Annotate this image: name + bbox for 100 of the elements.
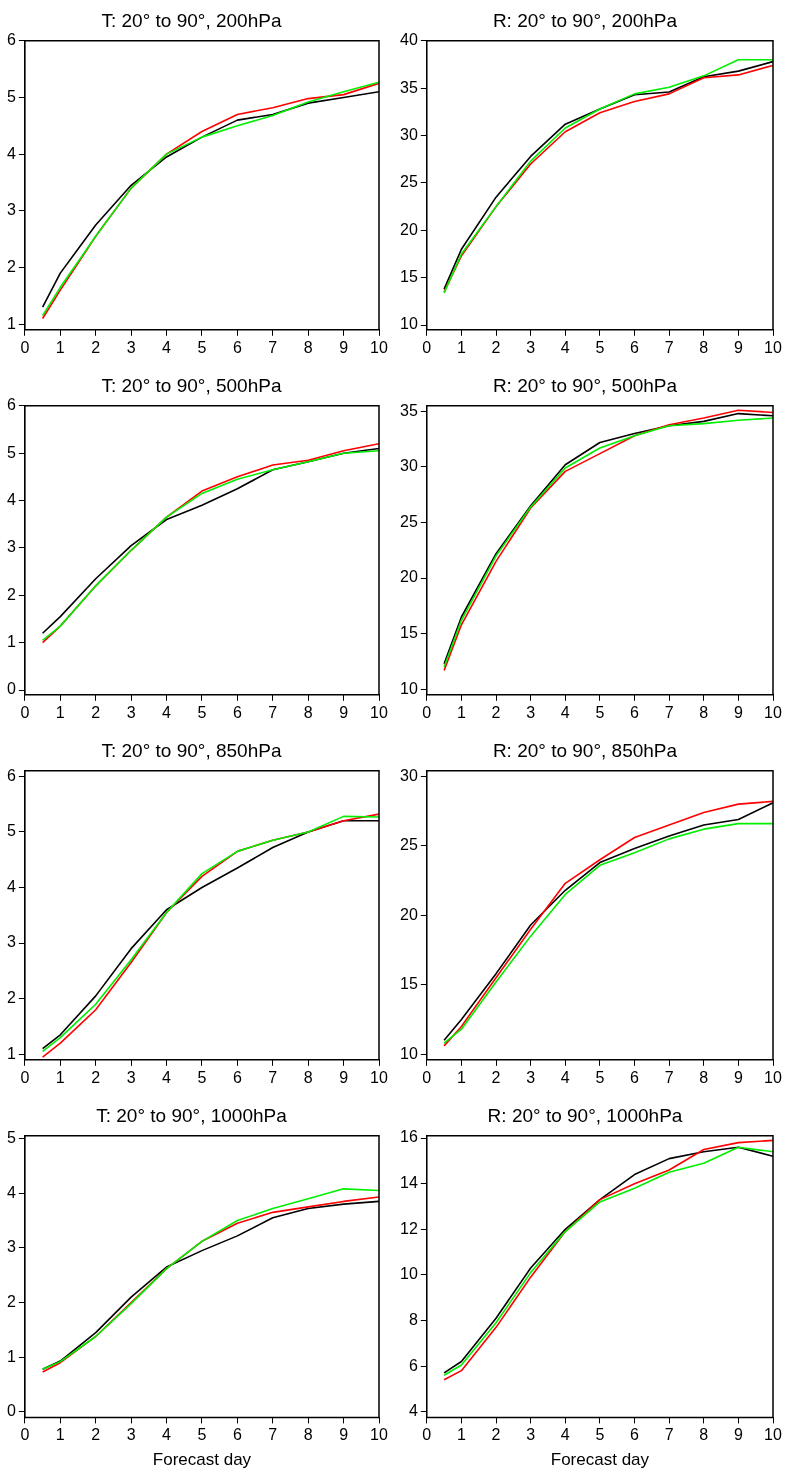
- x-tick-label: 9: [339, 1068, 349, 1086]
- x-tick-label: 8: [699, 1068, 709, 1086]
- chart-title: R: 20° to 90°, 200hPa: [492, 9, 678, 31]
- y-tick-label: 10: [400, 679, 418, 697]
- chart-title: R: 20° to 90°, 1000hPa: [487, 1104, 683, 1126]
- y-tick-label: 10: [400, 315, 418, 333]
- y-tick-label: 10: [400, 1265, 418, 1283]
- y-tick-label: 5: [6, 443, 16, 461]
- y-tick-label: 35: [400, 401, 418, 419]
- chart-title: T: 20° to 90°, 500hPa: [101, 374, 282, 396]
- y-tick-label: 4: [408, 1402, 418, 1420]
- x-tick-label: 1: [55, 338, 65, 356]
- x-tick-label: 0: [20, 1068, 30, 1086]
- x-tick-label: 4: [560, 1068, 570, 1086]
- chart-title: R: 20° to 90°, 850hPa: [492, 739, 678, 761]
- x-tick-label: 1: [456, 1068, 466, 1086]
- x-tick-label: 8: [699, 338, 709, 356]
- x-tick-label: 3: [126, 703, 136, 721]
- x-tick-label: 5: [197, 338, 207, 356]
- y-tick-label: 6: [6, 766, 16, 784]
- x-tick-label: 8: [303, 1426, 313, 1444]
- x-tick-label: 4: [560, 703, 570, 721]
- x-tick-label: 3: [126, 1426, 136, 1444]
- x-tick-label: 9: [733, 338, 743, 356]
- chart-title: T: 20° to 90°, 850hPa: [101, 739, 282, 761]
- y-tick-label: 25: [400, 836, 418, 854]
- x-tick-label: 6: [630, 703, 640, 721]
- y-tick-label: 6: [408, 1356, 418, 1374]
- x-tick-label: 10: [764, 1068, 782, 1086]
- x-tick-label: 6: [232, 1426, 242, 1444]
- y-tick-label: 3: [6, 538, 16, 556]
- y-tick-label: 6: [6, 396, 16, 414]
- x-tick-label: 6: [232, 1068, 242, 1086]
- x-tick-label: 0: [422, 1426, 432, 1444]
- x-tick-label: 4: [162, 1426, 172, 1444]
- x-axis-title: Forecast day: [550, 1450, 650, 1470]
- x-tick-label: 5: [595, 1068, 605, 1086]
- x-tick-label: 1: [55, 1068, 65, 1086]
- chart-title: R: 20° to 90°, 500hPa: [492, 374, 678, 396]
- x-tick-label: 4: [162, 703, 172, 721]
- y-tick-label: 1: [6, 1044, 16, 1062]
- x-tick-label: 3: [126, 1068, 136, 1086]
- x-axis-title: Forecast day: [152, 1450, 252, 1470]
- y-tick-label: 4: [6, 877, 16, 895]
- x-tick-label: 5: [595, 703, 605, 721]
- y-tick-label: 20: [400, 905, 418, 923]
- x-tick-label: 1: [55, 1426, 65, 1444]
- x-tick-label: 8: [303, 703, 313, 721]
- y-tick-label: 3: [6, 201, 16, 219]
- y-tick-label: 40: [400, 31, 418, 49]
- x-tick-label: 6: [630, 1426, 640, 1444]
- x-tick-label: 8: [303, 1068, 313, 1086]
- y-tick-label: 1: [6, 633, 16, 651]
- x-tick-label: 9: [339, 338, 349, 356]
- y-tick-label: 15: [400, 624, 418, 642]
- x-tick-label: 9: [339, 1426, 349, 1444]
- x-tick-label: 7: [664, 703, 674, 721]
- y-tick-label: 2: [6, 989, 16, 1007]
- y-tick-label: 35: [400, 78, 418, 96]
- x-tick-label: 8: [303, 338, 313, 356]
- y-tick-label: 16: [400, 1128, 418, 1146]
- x-tick-label: 5: [595, 338, 605, 356]
- y-tick-label: 15: [400, 975, 418, 993]
- x-tick-label: 0: [20, 703, 30, 721]
- x-tick-label: 7: [268, 703, 278, 721]
- x-tick-label: 9: [733, 1068, 743, 1086]
- y-tick-label: 0: [6, 680, 16, 698]
- x-tick-label: 6: [630, 1068, 640, 1086]
- x-tick-label: 10: [764, 703, 782, 721]
- y-tick-label: 2: [6, 1292, 16, 1310]
- y-tick-label: 2: [6, 585, 16, 603]
- x-tick-label: 2: [491, 1426, 501, 1444]
- y-tick-label: 30: [400, 766, 418, 784]
- y-tick-label: 8: [408, 1310, 418, 1328]
- y-tick-label: 1: [6, 1347, 16, 1365]
- x-tick-label: 0: [422, 703, 432, 721]
- y-tick-label: 30: [400, 457, 418, 475]
- x-tick-label: 4: [560, 338, 570, 356]
- y-tick-label: 30: [400, 125, 418, 143]
- x-tick-label: 10: [764, 1426, 782, 1444]
- y-tick-label: 12: [400, 1219, 418, 1237]
- y-tick-label: 5: [6, 822, 16, 840]
- x-tick-label: 6: [232, 703, 242, 721]
- y-tick-label: 0: [6, 1402, 16, 1420]
- y-tick-label: 2: [6, 257, 16, 275]
- x-tick-label: 4: [162, 338, 172, 356]
- x-tick-label: 6: [232, 338, 242, 356]
- x-tick-label: 7: [268, 338, 278, 356]
- y-tick-label: 1: [6, 314, 16, 332]
- x-tick-label: 2: [91, 703, 101, 721]
- y-tick-label: 15: [400, 268, 418, 286]
- x-tick-label: 3: [126, 338, 136, 356]
- y-tick-label: 10: [400, 1044, 418, 1062]
- x-tick-label: 9: [733, 703, 743, 721]
- x-tick-label: 2: [491, 703, 501, 721]
- y-tick-label: 6: [6, 31, 16, 49]
- x-tick-label: 2: [91, 338, 101, 356]
- x-tick-label: 7: [664, 338, 674, 356]
- x-tick-label: 7: [664, 1426, 674, 1444]
- y-tick-label: 25: [400, 512, 418, 530]
